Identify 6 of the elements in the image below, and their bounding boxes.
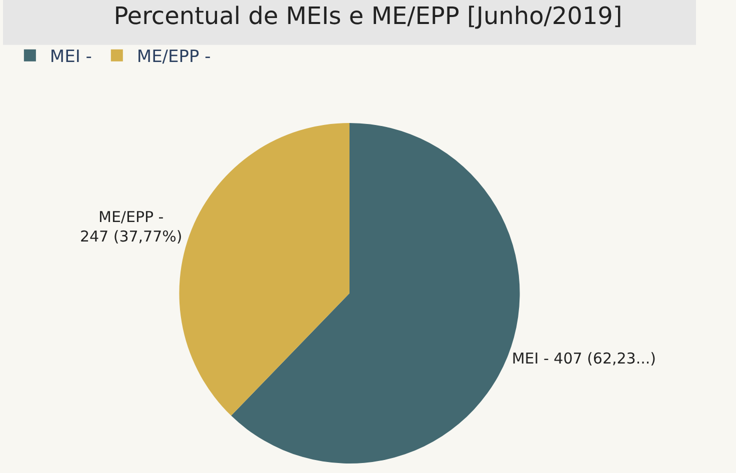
legend-label: ME/EPP - (136, 47, 211, 68)
legend-label: MEI - (50, 47, 92, 68)
data-label: MEI - 407 (62,23...) (512, 349, 656, 368)
pie-slice (179, 122, 350, 416)
data-label: ME/EPP - 247 (37,77%) (80, 208, 182, 246)
chart-title: Percentual de MEIs e ME/EPP [Junho/2019] (114, 2, 622, 30)
